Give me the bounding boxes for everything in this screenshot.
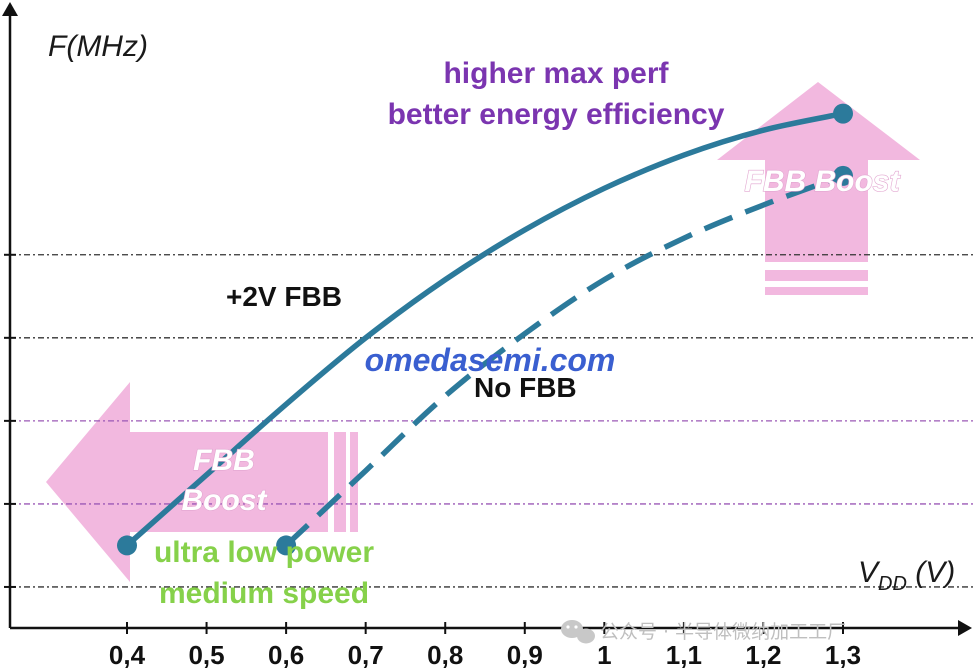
x-axis-title-unit: (V) [907,556,955,589]
up-arrow-stripe-2 [765,287,868,295]
series-layer [124,110,846,549]
annotation-higher-max-perf: higher max perf [443,57,669,90]
x-tick-label: 0,8 [427,640,463,670]
x-tick-label: 0,5 [188,640,224,670]
x-tick-label: 1,1 [666,640,702,670]
x-tick-label: 0,9 [507,640,543,670]
fbb-boost-left-label-line2: Boost [182,484,269,517]
x-axis-arrowhead [958,620,972,636]
fbb-boost-up-label: FBB Boost [745,165,902,198]
y-axis-title: F(MHz) [48,30,148,63]
y-ticks [4,253,16,588]
source-caption: 公众号 · 半导体微纳加工工厂 [561,620,846,644]
series-label-fbb: +2V FBB [226,281,342,312]
x-tick-label: 1 [597,640,611,670]
endpoint-marker [117,535,137,556]
x-tick-label: 0,7 [348,640,384,670]
x-axis-title: VDD (V) [858,556,955,595]
endpoint-marker [833,165,853,186]
annotation-better-energy-efficiency: better energy efficiency [388,98,725,131]
watermark-text: omedasemi.com [365,342,616,378]
endpoint-marker [276,535,297,556]
series-label-no-fbb: No FBB [474,372,577,403]
endpoint-marker [833,103,853,124]
x-tick-label: 0,6 [268,640,304,670]
x-tick-label: 1,3 [825,640,861,670]
left-arrow-stripe-1 [334,432,346,532]
wechat-icon [561,620,595,644]
x-ticks: 0,4 0,5 0,6 0,7 0,8 0,9 1 1,1 1,2 1,3 [109,622,861,670]
endpoint-markers [117,103,853,556]
up-arrow-stripe-1 [765,270,868,281]
series-line-fbb [124,110,846,549]
fbb-boost-left-label-line1: FBB [193,444,255,477]
series-line-no-fbb [284,173,844,548]
annotation-medium-speed: medium speed [159,577,369,610]
x-tick-label: 1,2 [745,640,781,670]
axes [2,2,972,636]
annotation-ultra-low-power: ultra low power [154,536,374,569]
source-caption-text: 公众号 · 半导体微纳加工工厂 [600,621,846,643]
x-axis-title-sub: DD [878,573,907,595]
x-axis-title-main: V [858,556,881,589]
arrows-layer [46,82,920,582]
x-tick-label: 0,4 [109,640,146,670]
y-axis-arrowhead [2,2,18,16]
